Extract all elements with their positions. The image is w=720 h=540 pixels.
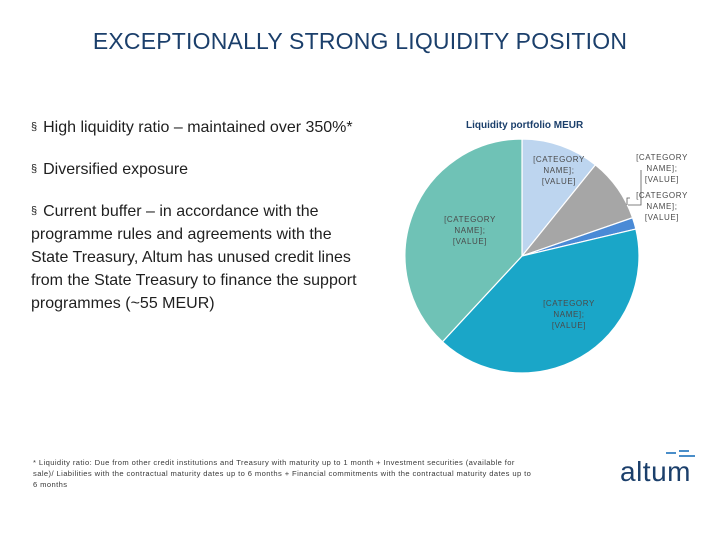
logo-mark-icon [666, 450, 698, 458]
leader-line [628, 170, 642, 206]
chart-title: Liquidity portfolio MEUR [466, 120, 584, 131]
footnote: * Liquidity ratio: Due from other credit… [33, 458, 532, 489]
leader-line [626, 197, 630, 205]
pie-slice [521, 138, 597, 258]
slice-label: [CATEGORY NAME]; [VALUE] [636, 153, 688, 184]
slice-label: [CATEGORY NAME]; [VALUE] [533, 155, 585, 186]
slide-title: EXCEPTIONALLY STRONG LIQUIDITY POSITION [92, 28, 628, 54]
logo-wordmark: altum [620, 456, 691, 487]
bullet-list: § High liquidity ratio – maintained over … [31, 116, 371, 334]
bullet-text: High liquidity ratio – maintained over 3… [43, 119, 353, 136]
bullet-mark: § [31, 205, 38, 217]
altum-logo: altum [620, 450, 695, 488]
slice-label: [CATEGORY NAME]; [VALUE] [444, 215, 496, 246]
pie-slice [404, 138, 523, 343]
pie-slice [441, 228, 640, 374]
bullet-mark: § [31, 163, 38, 175]
slice-label: [CATEGORY NAME]; [VALUE] [636, 191, 688, 222]
bullet-text: Current buffer – in accordance with the … [31, 203, 357, 312]
slice-label: [CATEGORY NAME]; [VALUE] [543, 299, 595, 330]
bullet-mark: § [31, 121, 38, 133]
bullet-item: § Diversified exposure [31, 158, 371, 181]
bullet-item: § High liquidity ratio – maintained over … [31, 116, 371, 139]
bullet-text: Diversified exposure [43, 161, 189, 178]
bullet-item: § Current buffer – in accordance with the… [31, 200, 371, 315]
